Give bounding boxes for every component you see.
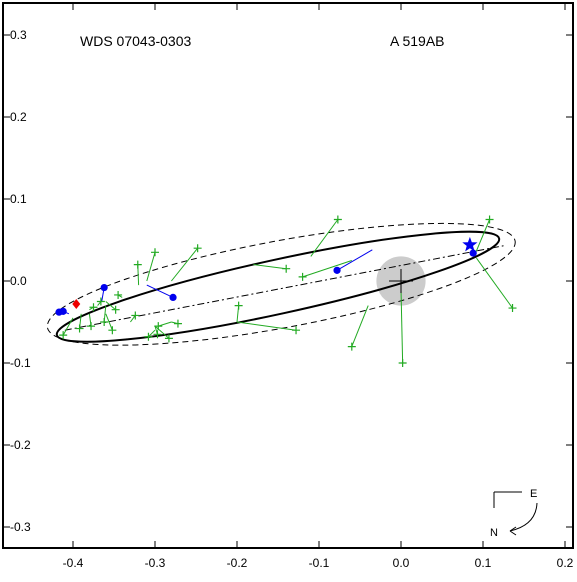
speckle-measure-point	[100, 283, 108, 292]
micrometer-measure-point	[173, 319, 182, 328]
micrometer-measure-point	[154, 322, 163, 331]
micrometer-measure-point	[59, 331, 68, 340]
micrometer-residual-line	[476, 257, 513, 309]
speckle-measure-point	[55, 308, 63, 316]
compass-east-arrow	[493, 491, 522, 508]
y-tick-label: -0.2	[10, 438, 31, 452]
micrometer-measure-point	[153, 330, 162, 339]
micrometer-residual-line	[148, 329, 156, 338]
primary-star-cross	[389, 269, 413, 293]
speckle-residual-line	[146, 284, 174, 298]
previous-orbit-ellipse	[46, 222, 516, 346]
x-tick-label: -0.2	[227, 556, 248, 570]
new-orbit-ellipse	[55, 230, 501, 343]
micrometer-measure-point	[96, 297, 105, 306]
micrometer-measure-point	[508, 304, 517, 313]
micrometer-residual-line	[302, 260, 352, 278]
micrometer-residual-line	[236, 321, 297, 331]
micrometer-residual-line	[171, 247, 199, 282]
micrometer-measure-point	[164, 334, 173, 343]
y-tick-label: 0.0	[10, 274, 27, 288]
micrometer-measure-point	[151, 248, 159, 257]
micrometer-residual-line	[154, 325, 170, 339]
micrometer-measure-point	[398, 359, 407, 367]
micrometer-measure-point	[347, 342, 356, 351]
micrometer-measure-point	[131, 311, 140, 320]
y-tick-label: -0.3	[10, 520, 31, 534]
micrometer-measure-point	[333, 215, 342, 224]
plot-frame	[2, 2, 574, 549]
micrometer-measure-point	[485, 215, 494, 224]
micrometer-measure-point	[133, 260, 142, 269]
compass-north-arrow	[509, 502, 538, 532]
micrometer-measure-point	[193, 244, 202, 253]
current-epoch-marker	[72, 298, 81, 309]
y-tick-label: 0.1	[10, 192, 27, 206]
x-tick-label: -0.3	[145, 556, 166, 570]
micrometer-measure-point	[89, 303, 98, 312]
x-tick-label: -0.1	[309, 556, 330, 570]
micrometer-measure-point	[75, 324, 84, 333]
micrometer-residual-line	[400, 289, 404, 364]
x-tick-label: 0.0	[393, 556, 410, 570]
micrometer-measure-point	[298, 272, 307, 281]
micrometer-measure-point	[234, 301, 243, 310]
speckle-residual-line	[336, 249, 373, 271]
micrometer-residual-line	[158, 321, 172, 327]
compass-north-label: N	[490, 527, 498, 539]
compass: E N	[490, 488, 538, 539]
x-tick-label: 0.1	[475, 556, 492, 570]
micrometer-residual-line	[129, 315, 136, 323]
speckle-measure-point	[333, 266, 341, 274]
residuals-layer	[58, 219, 513, 364]
micrometer-residual-line	[105, 301, 116, 311]
x-tick-label: 0.2	[557, 556, 574, 570]
y-tick-label: -0.1	[10, 356, 31, 370]
ticks-layer: -0.4 -0.3 -0.2 -0.1 0.0 0.1 0.2 0.3 0.2 0.1 0.0 -0.…	[3, 3, 574, 570]
points-layer	[55, 215, 517, 367]
y-tick-label: 0.2	[10, 110, 27, 124]
micrometer-measure-point	[87, 322, 96, 331]
micrometer-measure-point	[292, 326, 301, 335]
chart-title-left: WDS 07043-0303	[80, 33, 192, 49]
micrometer-residual-line	[310, 219, 339, 257]
compass-arrow-head	[509, 526, 517, 536]
micrometer-measure-point	[100, 318, 109, 326]
x-tick-label: -0.4	[63, 556, 84, 570]
micrometer-residual-line	[146, 252, 156, 282]
micrometer-residual-line	[351, 305, 369, 347]
micrometer-residual-line	[474, 219, 491, 255]
speckle-measure-point	[469, 249, 477, 257]
periastron-star-marker	[462, 236, 478, 252]
micrometer-measure-point	[144, 332, 153, 341]
micrometer-measure-point	[114, 290, 123, 299]
micrometer-measure-point	[282, 264, 291, 273]
y-tick-label: 0.3	[10, 28, 27, 42]
compass-east-label: E	[530, 488, 537, 500]
speckle-measure-point	[169, 293, 177, 301]
micrometer-measure-point	[111, 305, 120, 314]
chart-title-right: A 519AB	[390, 33, 445, 49]
micrometer-residual-line	[253, 264, 287, 270]
micrometer-residual-line	[62, 317, 74, 336]
micrometer-residual-line	[105, 313, 113, 331]
micrometer-measure-point	[108, 326, 117, 335]
